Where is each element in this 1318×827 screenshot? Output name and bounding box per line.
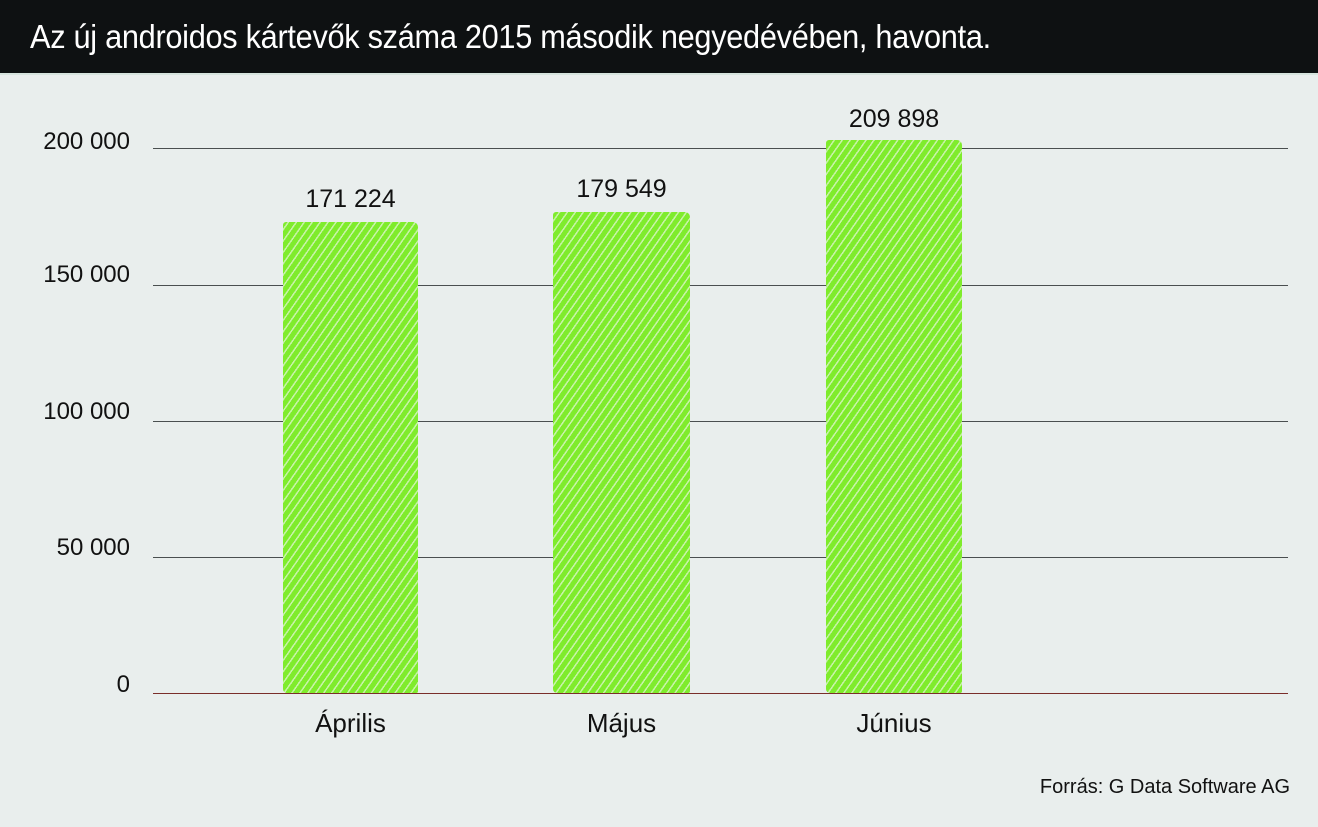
value-label-aprilis: 171 224 [305,185,396,213]
bar-majus [553,212,690,693]
value-label-majus: 179 549 [576,175,667,203]
gridline-200000 [153,148,1288,149]
value-label-junius: 209 898 [848,105,940,133]
baseline-zero [153,693,1288,694]
y-tick-label: 200 000 [43,128,130,155]
category-label-aprilis: Április [315,708,386,738]
gridline-50000 [153,557,1288,558]
category-label-junius: Június [856,708,932,738]
y-tick-label: 50 000 [56,534,130,561]
source-note: Forrás: G Data Software AG [1039,776,1290,798]
y-tick-label: 150 000 [43,261,130,288]
y-tick-label: 100 000 [43,398,130,425]
category-label-majus: Május [586,708,657,738]
title-bar: Az új androidos kártevők száma 2015 máso… [0,0,1318,75]
gridline-100000 [153,421,1288,422]
y-tick-label: 0 [116,671,130,698]
bar-junius [826,140,962,693]
chart-title: Az új androidos kártevők száma 2015 máso… [30,18,991,55]
bar-aprilis [283,222,418,693]
gridline-150000 [153,285,1288,286]
